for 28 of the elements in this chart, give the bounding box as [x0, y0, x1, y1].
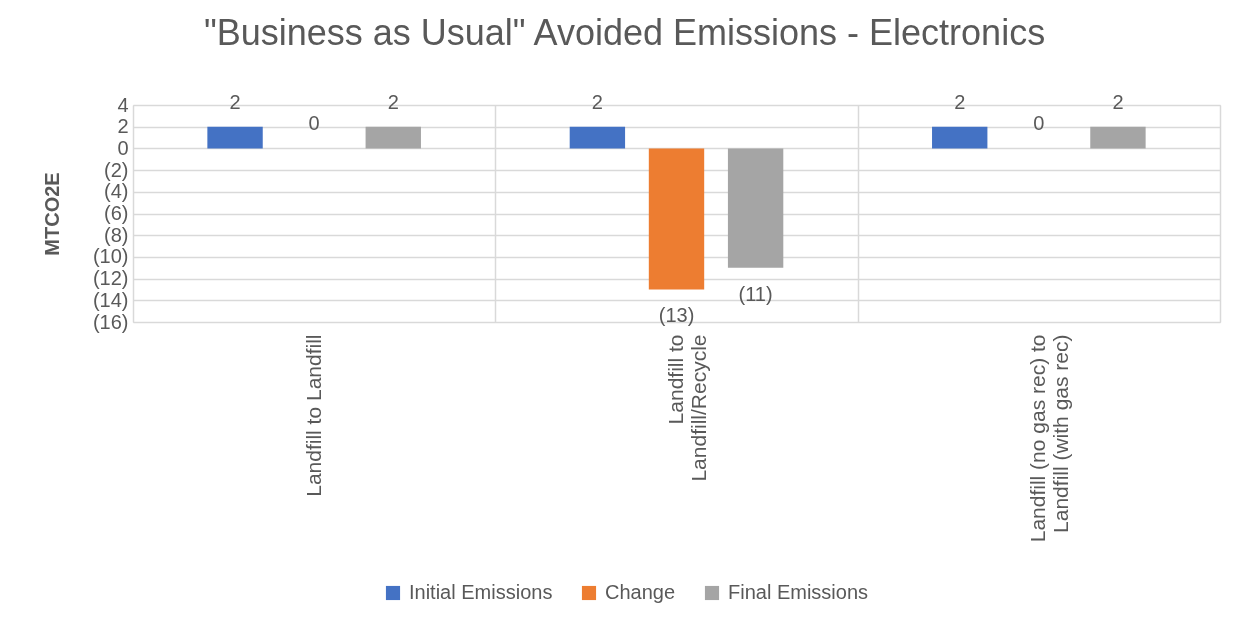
legend-label: Change: [605, 581, 676, 603]
y-tick-label: (10): [92, 245, 129, 268]
y-tick-label: (4): [104, 180, 129, 203]
x-tick-label: Landfill (no gas rec) to Landfill (with gas rec): [1026, 334, 1073, 543]
x-tick-label: Landfill to Landfill: [301, 334, 325, 497]
y-tick-label: (2): [104, 158, 129, 181]
data-label: 2: [387, 90, 399, 113]
y-tick-label: 0: [117, 136, 129, 159]
y-tick-label: (16): [92, 310, 129, 333]
legend-label: Final Emissions: [728, 581, 869, 603]
data-label: (11): [738, 282, 773, 305]
y-tick-label: (8): [104, 223, 129, 246]
data-label: 2: [954, 90, 966, 113]
data-label: 2: [229, 90, 241, 113]
data-label: 0: [1033, 112, 1045, 135]
y-tick-label: (12): [92, 267, 129, 290]
y-tick-label: 4: [117, 93, 129, 116]
y-tick-label: (14): [92, 288, 129, 311]
y-tick-label: (6): [104, 202, 129, 224]
data-label: 2: [1112, 90, 1124, 113]
data-label: 0: [308, 112, 320, 135]
legend-label: Initial Emissions: [409, 581, 553, 603]
data-label: 2: [591, 90, 603, 113]
y-tick-label: 2: [117, 115, 129, 138]
data-label: (13): [658, 304, 695, 327]
y-axis-title: MTCO2E: [40, 172, 63, 256]
x-tick-label: Landfill to Landfill/Recycle: [664, 334, 710, 482]
chart-title: "Business as Usual" Avoided Emissions - Electronics: [203, 11, 1046, 53]
